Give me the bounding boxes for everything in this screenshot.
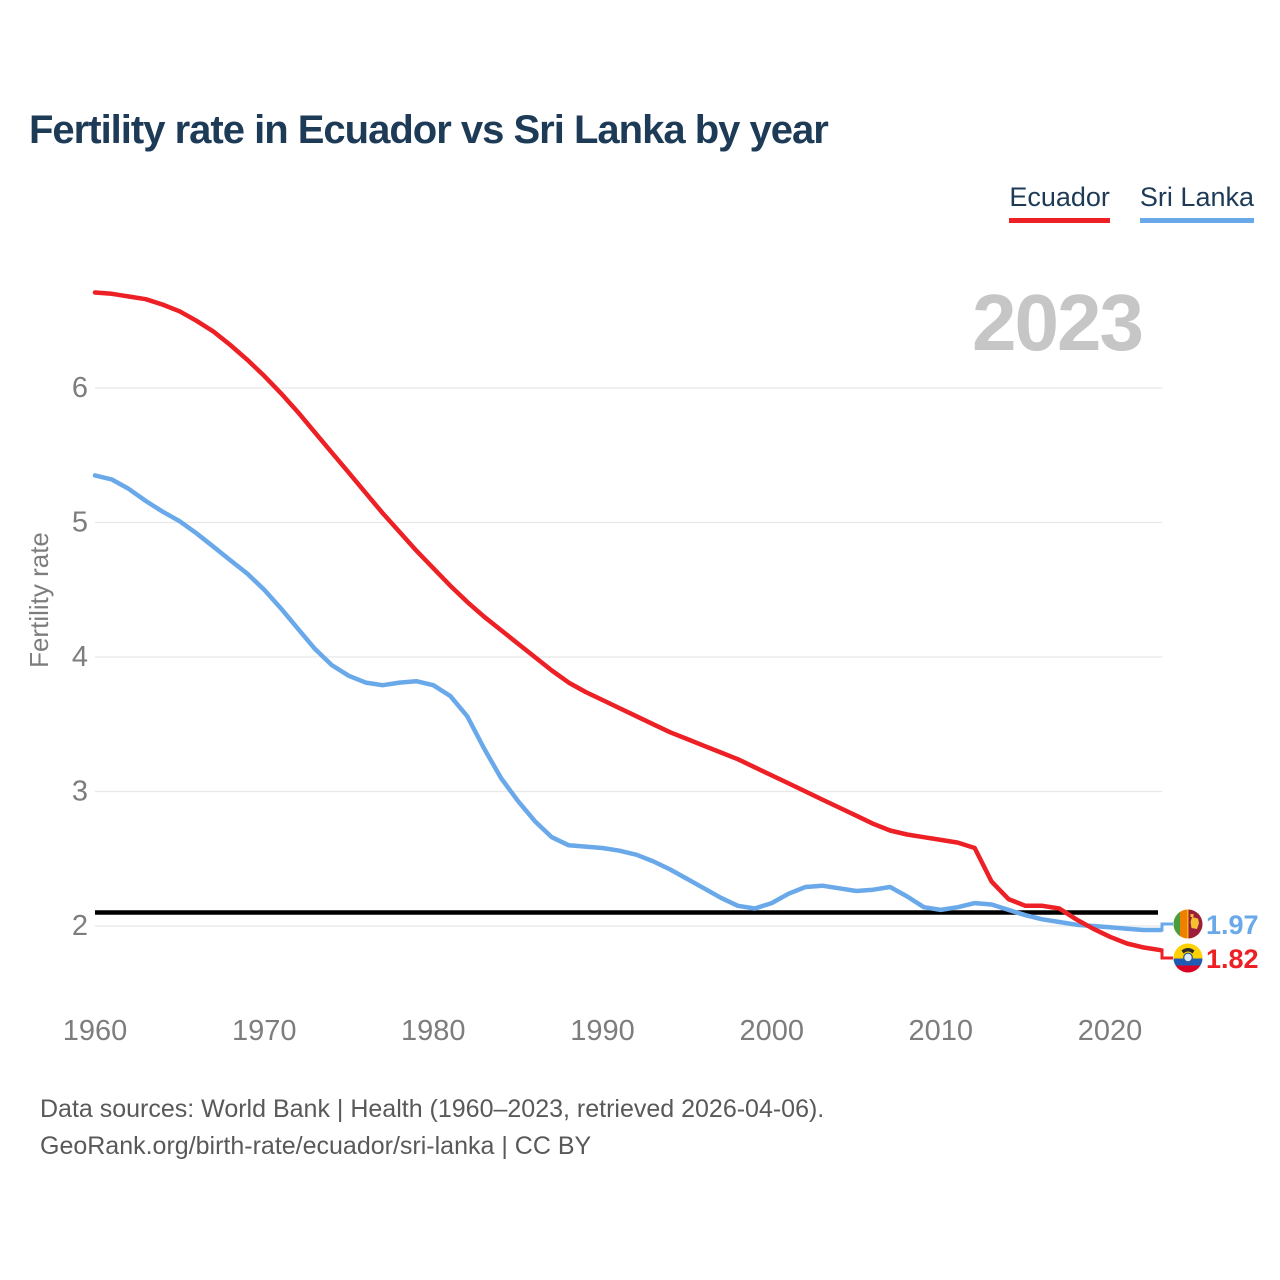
y-tick-label: 4 <box>72 641 88 673</box>
page-title: Fertility rate in Ecuador vs Sri Lanka b… <box>29 108 829 152</box>
legend-item-sri-lanka[interactable]: Sri Lanka <box>1139 182 1254 223</box>
gridlines <box>95 387 1162 927</box>
x-tick-label: 1980 <box>401 1015 466 1047</box>
sri-lanka-flag-icon <box>1173 909 1203 939</box>
y-tick-label: 2 <box>72 910 88 942</box>
legend-item-ecuador[interactable]: Ecuador <box>1009 182 1110 223</box>
x-tick-label: 2020 <box>1078 1015 1143 1047</box>
y-axis-tick-labels: 6 5 4 3 2 <box>72 372 88 942</box>
y-tick-label: 5 <box>72 507 88 539</box>
sri-lanka-line <box>92 473 1164 933</box>
ecuador-end-value: 1.82 <box>1206 944 1259 974</box>
source-attribution: Data sources: World Bank | Health (1960–… <box>40 1091 824 1165</box>
x-tick-label: 2000 <box>739 1015 804 1047</box>
ecuador-connector <box>1157 948 1173 960</box>
y-tick-label: 3 <box>72 776 88 808</box>
source-line-2: GeoRank.org/birth-rate/ecuador/sri-lanka… <box>40 1132 592 1160</box>
ecuador-line <box>92 290 1164 953</box>
year-watermark: 2023 <box>972 278 1142 367</box>
x-tick-label: 1990 <box>570 1015 635 1047</box>
sri-lanka-end-value: 1.97 <box>1206 910 1259 940</box>
y-axis-label: Fertility rate <box>24 532 54 668</box>
sri-lanka-connector <box>1157 922 1173 932</box>
x-axis-tick-labels: 1960 1970 1980 1990 2000 2010 2020 <box>63 1015 1143 1047</box>
ecuador-flag-icon <box>1173 943 1203 973</box>
y-tick-label: 6 <box>72 372 88 404</box>
source-line-1: Data sources: World Bank | Health (1960–… <box>40 1095 825 1123</box>
x-tick-label: 2010 <box>909 1015 974 1047</box>
x-tick-label: 1970 <box>232 1015 297 1047</box>
x-tick-label: 1960 <box>63 1015 128 1047</box>
legend: Ecuador Sri Lanka <box>1009 182 1254 223</box>
